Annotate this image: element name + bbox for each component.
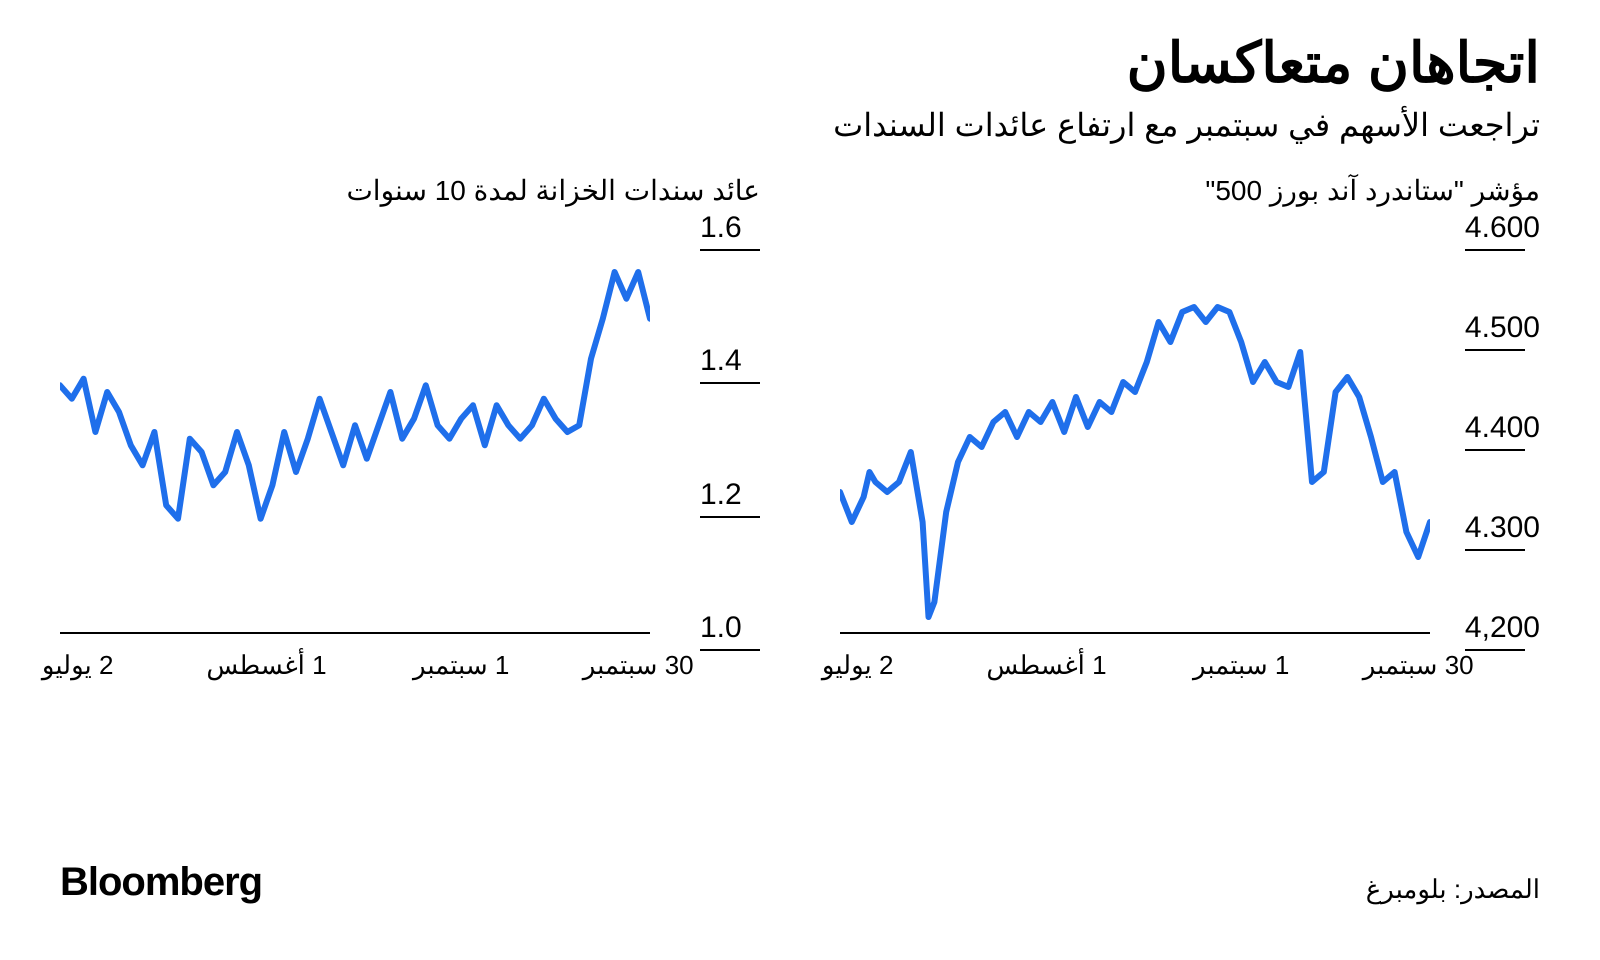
source-text: المصدر: بلومبرغ bbox=[1366, 874, 1540, 905]
x-tick-label: 1 سبتمبر bbox=[1193, 650, 1289, 681]
panel-treasury-yaxis: 1.01.21.41.6 bbox=[660, 232, 760, 632]
y-tick-label: 4,200 bbox=[1465, 613, 1540, 643]
y-tick-mark bbox=[700, 516, 760, 518]
y-tick-mark bbox=[1465, 649, 1525, 651]
y-tick: 4.600 bbox=[1465, 213, 1540, 251]
panel-sp500-xaxis-line bbox=[840, 632, 1430, 634]
y-tick-mark bbox=[700, 382, 760, 384]
y-tick-mark bbox=[700, 249, 760, 251]
chart-panels: عائد سندات الخزانة لمدة 10 سنوات 1.0 1.2 1… bbox=[60, 174, 1540, 690]
x-tick-label: 30 سبتمبر bbox=[583, 650, 694, 681]
y-tick: 4,200 bbox=[1465, 613, 1540, 651]
x-tick-label: 30 سبتمبر bbox=[1363, 650, 1474, 681]
y-tick: 4.300 bbox=[1465, 513, 1540, 551]
panel-sp500-svg bbox=[840, 232, 1430, 632]
y-tick-label: 1.2 bbox=[700, 480, 742, 510]
panel-sp500-chart: 4,2004.3004.4004.5004.600 bbox=[840, 232, 1540, 632]
data-line bbox=[60, 272, 650, 519]
panel-treasury: عائد سندات الخزانة لمدة 10 سنوات 1.0 1.2 1… bbox=[60, 174, 760, 690]
x-tick-label: 2 يوليو bbox=[822, 650, 894, 681]
panel-treasury-title: عائد سندات الخزانة لمدة 10 سنوات bbox=[60, 174, 760, 207]
chart-subtitle: تراجعت الأسهم في سبتمبر مع ارتفاع عائدات… bbox=[60, 106, 1540, 144]
y-tick: 4.500 bbox=[1465, 313, 1540, 351]
panel-sp500-yaxis: 4,2004.3004.4004.5004.600 bbox=[1440, 232, 1540, 632]
panel-sp500-xlabels: 2 يوليو1 أغسطس1 سبتمبر30 سبتمبر bbox=[840, 650, 1430, 690]
y-tick-mark bbox=[1465, 449, 1525, 451]
y-tick: 1.4 bbox=[700, 346, 760, 384]
brand-logo: Bloomberg bbox=[60, 860, 262, 905]
panel-treasury-chart: 1.01.21.41.6 bbox=[60, 232, 760, 632]
y-tick-label: 4.400 bbox=[1465, 413, 1540, 443]
y-tick-label: 1.4 bbox=[700, 346, 742, 376]
panel-sp500-title: مؤشر "ستاندرد آند بورز 500" bbox=[840, 174, 1540, 207]
chart-header: اتجاهان متعاكسان تراجعت الأسهم في سبتمبر… bbox=[60, 30, 1540, 144]
y-tick-label: 4.600 bbox=[1465, 213, 1540, 243]
x-tick-label: 1 أغسطس bbox=[986, 650, 1106, 681]
y-tick-mark bbox=[1465, 249, 1525, 251]
x-tick-label: 1 سبتمبر bbox=[413, 650, 509, 681]
y-tick: 4.400 bbox=[1465, 413, 1540, 451]
panel-sp500: مؤشر "ستاندرد آند بورز 500" 4,200 4.300 4.… bbox=[840, 174, 1540, 690]
y-tick: 1.6 bbox=[700, 213, 760, 251]
panel-sp500-plot bbox=[840, 232, 1430, 632]
y-tick-label: 4.300 bbox=[1465, 513, 1540, 543]
x-tick-label: 2 يوليو bbox=[42, 650, 114, 681]
panel-treasury-plot bbox=[60, 232, 650, 632]
data-line bbox=[840, 307, 1430, 617]
panel-treasury-xlabels: 2 يوليو1 أغسطس1 سبتمبر30 سبتمبر bbox=[60, 650, 650, 690]
y-tick-mark bbox=[1465, 549, 1525, 551]
x-tick-label: 1 أغسطس bbox=[206, 650, 326, 681]
y-tick: 1.0 bbox=[700, 613, 760, 651]
y-tick-mark bbox=[1465, 349, 1525, 351]
y-tick-label: 1.6 bbox=[700, 213, 742, 243]
chart-footer: Bloomberg المصدر: بلومبرغ bbox=[60, 860, 1540, 905]
chart-title: اتجاهان متعاكسان bbox=[60, 30, 1540, 96]
y-tick-label: 1.0 bbox=[700, 613, 742, 643]
panel-treasury-svg bbox=[60, 232, 650, 632]
panel-treasury-xaxis-line bbox=[60, 632, 650, 634]
y-tick-label: 4.500 bbox=[1465, 313, 1540, 343]
y-tick: 1.2 bbox=[700, 480, 760, 518]
y-tick-mark bbox=[700, 649, 760, 651]
